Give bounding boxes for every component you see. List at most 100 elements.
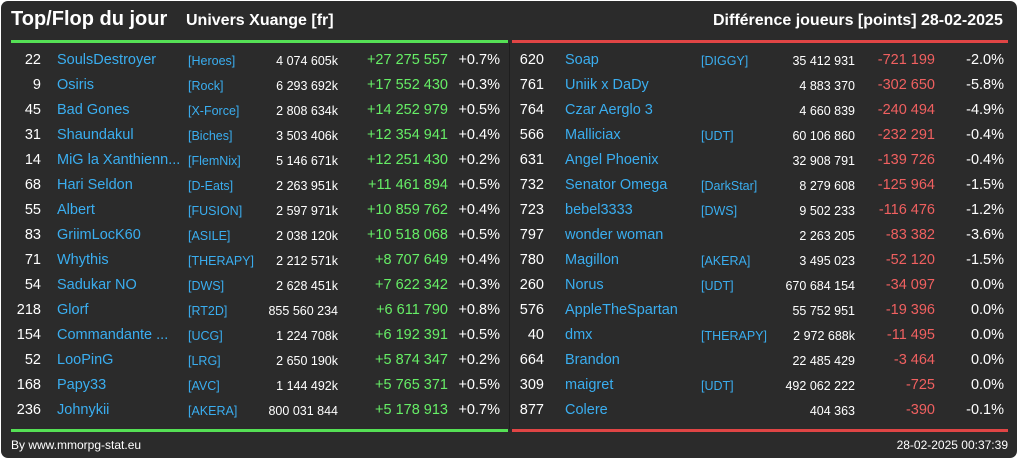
total-points: 8 279 608: [799, 179, 855, 193]
rank: 566: [519, 127, 544, 143]
flop-row: 764 Czar Aerglo 3 4 660 839 -240 494 -4.9%: [512, 99, 1008, 124]
guild-tag-link[interactable]: [THERAPY]: [701, 329, 767, 343]
total-points: 2 263 951k: [276, 179, 338, 193]
total-points: 4 883 370: [799, 79, 855, 93]
player-name-link[interactable]: Whythis: [57, 252, 109, 268]
player-name-link[interactable]: Soap: [565, 52, 599, 68]
player-name-link[interactable]: Shaundakul: [57, 127, 134, 143]
bottom-divider-red: [512, 429, 1008, 432]
total-points: 2 597 971k: [276, 204, 338, 218]
player-name-link[interactable]: maigret: [565, 377, 614, 393]
guild-tag-link[interactable]: [Heroes]: [188, 54, 236, 68]
player-name-link[interactable]: Osiris: [57, 77, 95, 93]
player-name-link[interactable]: Colere: [565, 402, 608, 418]
player-name-link[interactable]: Magillon: [565, 252, 619, 268]
player-name-link[interactable]: Malliciax: [565, 127, 621, 143]
points-difference: +12 251 430: [366, 152, 448, 168]
footer-source: By www.mmorpg-stat.eu: [11, 438, 142, 452]
total-points: 800 031 844: [268, 404, 338, 418]
guild-tag-link[interactable]: [DarkStar]: [701, 179, 758, 193]
guild-tag-link[interactable]: [THERAPY]: [188, 254, 254, 268]
total-points: 4 660 839: [799, 104, 855, 118]
guild-tag-link[interactable]: [DWS]: [188, 279, 225, 293]
percent-change: +0.8%: [458, 302, 500, 318]
flop-row: 40 dmx [THERAPY] 2 972 688k -11 495 0.0%: [512, 324, 1008, 349]
guild-tag-link[interactable]: [UDT]: [701, 379, 734, 393]
player-name-link[interactable]: Glorf: [57, 302, 89, 318]
guild-tag-link[interactable]: [AKERA]: [701, 254, 751, 268]
guild-tag-link[interactable]: [Rock]: [188, 79, 224, 93]
percent-change: +0.5%: [458, 102, 500, 118]
total-points: 55 752 951: [792, 304, 855, 318]
player-name-link[interactable]: Bad Gones: [57, 102, 130, 118]
total-points: 2 263 205: [799, 229, 855, 243]
player-name-link[interactable]: Papy33: [57, 377, 107, 393]
points-difference: -232 291: [877, 127, 935, 143]
player-name-link[interactable]: Commandante ...: [57, 327, 169, 343]
guild-tag-link[interactable]: [LRG]: [188, 354, 221, 368]
guild-tag-link[interactable]: [DIGGY]: [701, 54, 749, 68]
points-difference: -725: [905, 377, 935, 393]
top-row: 31 Shaundakul [Biches] 3 503 406k +12 354 94…: [11, 124, 508, 149]
player-name-link[interactable]: Albert: [57, 202, 95, 218]
percent-change: -0.4%: [966, 152, 1004, 168]
flop-row: 576 AppleTheSpartan 55 752 951 -19 396 0.0%: [512, 299, 1008, 324]
guild-tag-link[interactable]: [UCG]: [188, 329, 223, 343]
points-difference: +10 859 762: [366, 202, 448, 218]
flop-row: 260 Norus [UDT] 670 684 154 -34 097 0.0%: [512, 274, 1008, 299]
total-points: 492 062 222: [785, 379, 855, 393]
guild-tag-link[interactable]: [AVC]: [188, 379, 220, 393]
player-name-link[interactable]: Senator Omega: [565, 177, 668, 193]
guild-tag-link[interactable]: [FlemNix]: [188, 154, 241, 168]
rank: 576: [519, 302, 544, 318]
guild-tag-link[interactable]: [UDT]: [701, 279, 734, 293]
percent-change: +0.5%: [458, 327, 500, 343]
guild-tag-link[interactable]: [RT2D]: [188, 304, 228, 318]
guild-tag-link[interactable]: [X-Force]: [188, 104, 240, 118]
guild-tag-link[interactable]: [ASILE]: [188, 229, 231, 243]
guild-tag-link[interactable]: [Biches]: [188, 129, 233, 143]
total-points: 4 074 605k: [276, 54, 338, 68]
points-difference: -240 494: [877, 102, 935, 118]
rank: 260: [519, 277, 544, 293]
player-name-link[interactable]: Brandon: [565, 352, 620, 368]
guild-tag-link[interactable]: [AKERA]: [188, 404, 238, 418]
percent-change: +0.3%: [458, 77, 500, 93]
flop-row: 664 Brandon 22 485 429 -3 464 0.0%: [512, 349, 1008, 374]
points-difference: +8 707 649: [375, 252, 448, 268]
player-name-link[interactable]: MiG la Xanthienn...: [57, 152, 181, 168]
top-row: 54 Sadukar NO [DWS] 2 628 451k +7 622 342 +0.…: [11, 274, 508, 299]
rank: 764: [519, 102, 544, 118]
player-name-link[interactable]: dmx: [565, 327, 593, 343]
player-name-link[interactable]: LooPinG: [57, 352, 114, 368]
top-row: 52 LooPinG [LRG] 2 650 190k +5 874 347 +0.2%: [11, 349, 508, 374]
points-difference: +27 275 557: [366, 52, 448, 68]
player-name-link[interactable]: Uniik x DaDy: [565, 77, 649, 93]
points-difference: -390: [905, 402, 935, 418]
guild-tag-link[interactable]: [D-Eats]: [188, 179, 234, 193]
percent-change: -0.4%: [966, 127, 1004, 143]
guild-tag-link[interactable]: [DWS]: [701, 204, 738, 218]
player-name-link[interactable]: Johnykii: [57, 402, 110, 418]
points-difference: -11 495: [886, 327, 935, 343]
rank: 780: [519, 252, 544, 268]
player-name-link[interactable]: Angel Phoenix: [565, 152, 659, 168]
player-name-link[interactable]: AppleTheSpartan: [565, 302, 678, 318]
guild-tag-link[interactable]: [UDT]: [701, 129, 734, 143]
guild-tag-link[interactable]: [FUSION]: [188, 204, 243, 218]
top-row: 83 GriimLocK60 [ASILE] 2 038 120k +10 518 06…: [11, 224, 508, 249]
rank: 309: [519, 377, 544, 393]
top-row: 218 Glorf [RT2D] 855 560 234 +6 611 790 +0.8%: [11, 299, 508, 324]
player-name-link[interactable]: bebel3333: [565, 202, 633, 218]
player-name-link[interactable]: Czar Aerglo 3: [565, 102, 653, 118]
points-difference: +7 622 342: [375, 277, 448, 293]
player-name-link[interactable]: SoulsDestroyer: [57, 52, 157, 68]
percent-change: +0.7%: [458, 402, 500, 418]
points-difference: -52 120: [885, 252, 935, 268]
player-name-link[interactable]: Sadukar NO: [57, 277, 137, 293]
player-name-link[interactable]: wonder woman: [565, 227, 664, 243]
player-name-link[interactable]: GriimLocK60: [57, 227, 141, 243]
player-name-link[interactable]: Hari Seldon: [57, 177, 133, 193]
percent-change: +0.2%: [458, 352, 500, 368]
player-name-link[interactable]: Norus: [565, 277, 604, 293]
